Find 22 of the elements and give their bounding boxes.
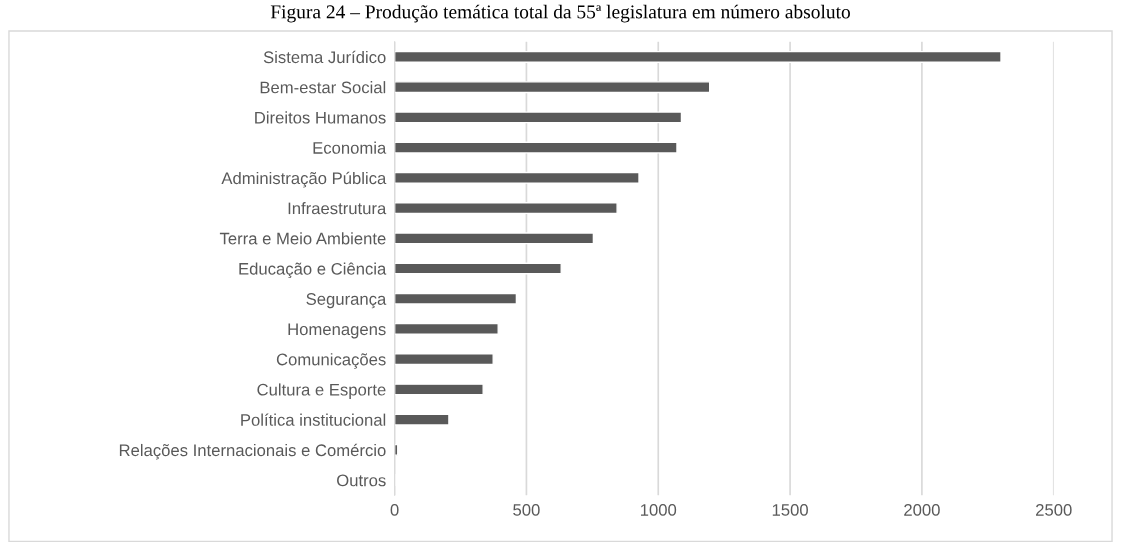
y-tick-label: Educação e Ciência — [239, 262, 387, 279]
y-tick-label: Homenagens — [288, 323, 386, 339]
x-tick-label: 1500 — [772, 503, 808, 516]
y-tick-label: Outros — [337, 474, 386, 487]
x-tick-label: 2000 — [904, 503, 940, 516]
y-tick-label: Comunicações — [276, 353, 386, 369]
y-tick-label: Relações Internacionais e Comércio — [119, 443, 386, 460]
x-tick-label: 1000 — [640, 503, 677, 516]
y-tick-label: Terra e Meio Ambiente — [219, 232, 386, 245]
y-tick-label: Bem-estar Social — [260, 81, 386, 94]
y-tick-label: Economia — [313, 141, 387, 154]
x-tick-label: 0 — [390, 503, 399, 516]
chart-title: Figura 24 – Produção temática total da 55ª legislatura em número absoluto — [270, 4, 850, 23]
y-tick-label: Cultura e Esporte — [257, 383, 386, 399]
y-tick-label: Administração Pública — [221, 171, 387, 188]
x-tick-label: 2500 — [1036, 503, 1072, 516]
y-tick-label: Direitos Humanos — [255, 111, 386, 124]
y-tick-label: Segurança — [306, 293, 387, 309]
y-tick-label: Sistema Jurídico — [263, 50, 386, 64]
y-tick-label: Infraestrutura — [288, 202, 387, 215]
y-tick-label: Política institucional — [241, 413, 386, 426]
x-tick-label: 500 — [513, 503, 540, 516]
